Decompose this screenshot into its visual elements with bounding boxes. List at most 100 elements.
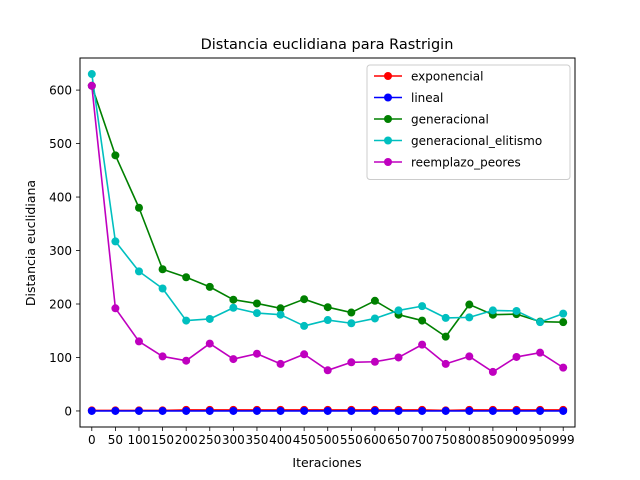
data-point-lineal xyxy=(441,406,450,415)
x-tick-label: 900 xyxy=(505,433,528,447)
y-tick-label: 500 xyxy=(49,137,72,151)
data-point-lineal xyxy=(205,406,214,415)
data-point-generacional-elitismo xyxy=(370,314,379,323)
y-tick-label: 100 xyxy=(49,351,72,365)
data-point-generacional xyxy=(252,299,261,308)
data-point-generacional-elitismo xyxy=(347,319,356,328)
x-tick-label: 100 xyxy=(128,433,151,447)
data-point-generacional-elitismo xyxy=(87,70,96,79)
y-tick-label: 200 xyxy=(49,298,72,312)
x-tick-label: 950 xyxy=(529,433,552,447)
data-point-generacional-elitismo xyxy=(536,318,545,327)
data-point-generacional-elitismo xyxy=(300,321,309,330)
chart-title: Distancia euclidiana para Rastrigin xyxy=(201,37,454,53)
data-point-lineal xyxy=(418,406,427,415)
data-point-generacional-elitismo xyxy=(394,306,403,315)
data-point-lineal xyxy=(394,406,403,415)
y-tick-label: 400 xyxy=(49,191,72,205)
data-point-reemplazo-peores xyxy=(276,359,285,368)
data-point-generacional-elitismo xyxy=(182,316,191,325)
data-point-lineal xyxy=(111,406,120,415)
data-point-lineal xyxy=(87,406,96,415)
data-point-reemplazo-peores xyxy=(300,350,309,359)
legend-marker-generacional xyxy=(384,115,392,123)
data-point-generacional xyxy=(182,273,191,282)
x-tick-label: 200 xyxy=(175,433,198,447)
data-point-generacional-elitismo xyxy=(134,267,143,276)
x-tick-label: 350 xyxy=(246,433,269,447)
legend-label-generacional: generacional xyxy=(411,113,489,127)
data-point-lineal xyxy=(229,406,238,415)
x-tick-label: 300 xyxy=(222,433,245,447)
data-point-generacional-elitismo xyxy=(488,306,497,315)
data-point-generacional-elitismo xyxy=(111,237,120,246)
series-markers xyxy=(87,70,568,415)
data-point-generacional xyxy=(323,303,332,312)
data-point-generacional xyxy=(205,282,214,291)
data-point-lineal xyxy=(370,406,379,415)
data-point-lineal xyxy=(276,406,285,415)
x-axis-ticks: 0 50 100 150 200 250 300 350 400 450 500 550 600 650 7… xyxy=(88,427,575,447)
data-point-reemplazo-peores xyxy=(512,352,521,361)
data-point-generacional xyxy=(229,295,238,304)
x-tick-label: 999 xyxy=(552,433,575,447)
x-tick-label: 0 xyxy=(88,433,96,447)
data-point-reemplazo-peores xyxy=(252,349,261,358)
data-point-generacional xyxy=(441,332,450,341)
x-tick-label: 650 xyxy=(387,433,410,447)
legend-box xyxy=(366,64,571,180)
y-tick-label: 600 xyxy=(49,84,72,98)
data-point-lineal xyxy=(300,406,309,415)
data-point-generacional-elitismo xyxy=(441,313,450,322)
data-point-reemplazo-peores xyxy=(134,337,143,346)
x-tick-label: 850 xyxy=(481,433,504,447)
data-point-generacional-elitismo xyxy=(205,314,214,323)
data-point-generacional-elitismo xyxy=(323,316,332,325)
data-point-generacional-elitismo xyxy=(512,306,521,315)
legend-marker-lineal xyxy=(384,93,392,102)
data-point-reemplazo-peores xyxy=(158,352,167,361)
x-tick-label: 750 xyxy=(434,433,457,447)
data-point-reemplazo-peores xyxy=(418,340,427,349)
legend: exponencial lineal generacional generaciona… xyxy=(366,64,571,180)
x-tick-label: 600 xyxy=(363,433,386,447)
data-point-generacional xyxy=(418,316,427,325)
data-point-generacional xyxy=(158,265,167,274)
data-point-generacional-elitismo xyxy=(276,310,285,319)
data-point-lineal xyxy=(134,406,143,415)
data-point-lineal xyxy=(182,406,191,415)
x-tick-label: 50 xyxy=(108,433,123,447)
data-point-reemplazo-peores xyxy=(182,356,191,365)
legend-marker-reemplazo-peores xyxy=(384,158,392,166)
data-point-lineal xyxy=(536,406,545,415)
data-point-generacional xyxy=(370,296,379,305)
data-point-generacional xyxy=(559,318,568,327)
data-point-generacional-elitismo xyxy=(465,313,474,322)
legend-label-reemplazo-peores: reemplazo_peores xyxy=(411,156,521,170)
data-point-generacional-elitismo xyxy=(559,309,568,318)
data-point-reemplazo-peores xyxy=(465,352,474,361)
data-point-reemplazo-peores xyxy=(559,363,568,372)
x-tick-label: 150 xyxy=(151,433,174,447)
data-point-reemplazo-peores xyxy=(323,366,332,375)
data-point-lineal xyxy=(488,406,497,415)
legend-label-exponencial: exponencial xyxy=(411,70,483,84)
data-point-reemplazo-peores xyxy=(394,353,403,362)
data-point-reemplazo-peores xyxy=(205,339,214,348)
data-point-generacional-elitismo xyxy=(229,303,238,312)
y-axis-ticks: 0 100 200 300 400 500 600 xyxy=(49,84,80,418)
data-point-reemplazo-peores xyxy=(87,81,96,90)
data-point-lineal xyxy=(323,406,332,415)
data-point-reemplazo-peores xyxy=(441,359,450,368)
data-point-reemplazo-peores xyxy=(370,357,379,366)
data-point-generacional-elitismo xyxy=(158,284,167,293)
data-point-lineal xyxy=(347,406,356,415)
data-point-generacional-elitismo xyxy=(252,309,261,318)
x-tick-label: 500 xyxy=(316,433,339,447)
data-point-lineal xyxy=(158,406,167,415)
legend-label-generacional-elitismo: generacional_elitismo xyxy=(411,134,542,148)
x-tick-label: 800 xyxy=(458,433,481,447)
x-tick-label: 450 xyxy=(293,433,316,447)
legend-label-lineal: lineal xyxy=(411,91,443,105)
